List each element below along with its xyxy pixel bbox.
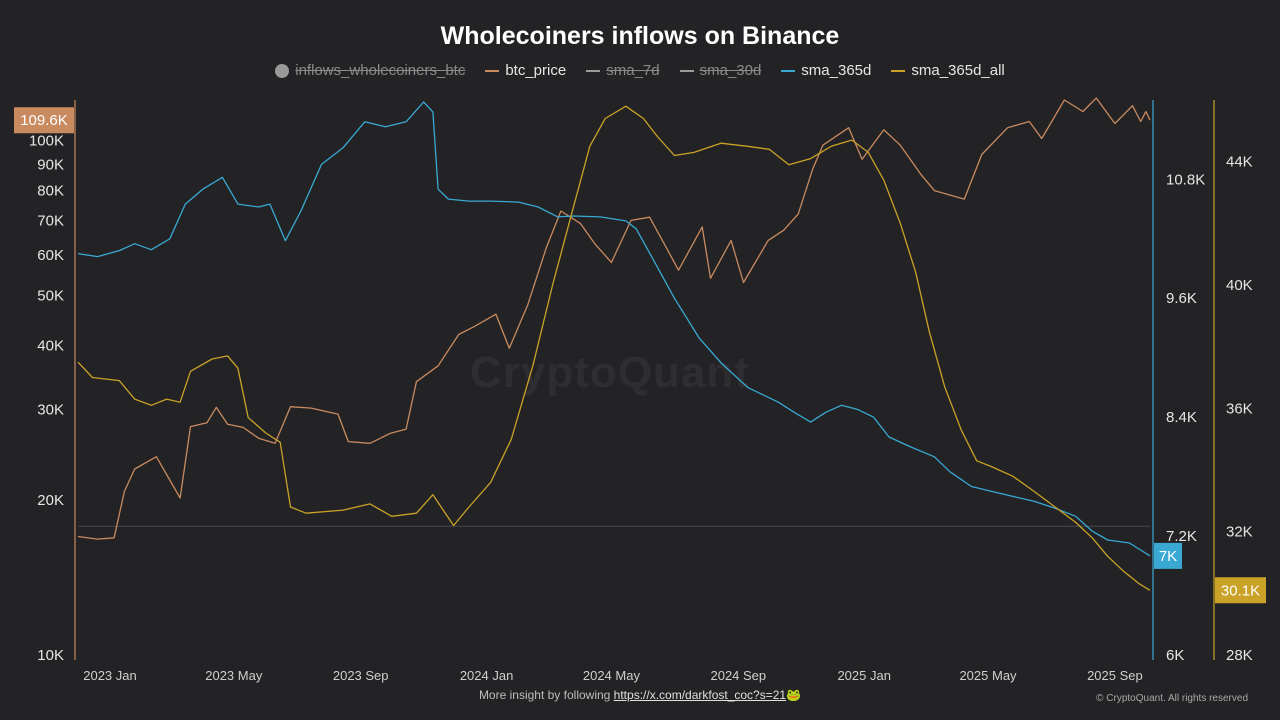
legend-item-sma-30d[interactable]: sma_30d bbox=[679, 62, 762, 79]
y-tick-label-price: 90K bbox=[37, 156, 64, 173]
legend-swatch bbox=[485, 69, 500, 72]
series-line-sma-365d-all bbox=[77, 105, 1151, 591]
price-last-value-badge: 109.6K bbox=[20, 112, 68, 129]
x-tick-label: 2023 Sep bbox=[333, 668, 389, 683]
legend-swatch bbox=[679, 69, 694, 72]
y-tick-label-price: 10K bbox=[37, 647, 64, 664]
legend-item-sma-365d[interactable]: sma_365d bbox=[781, 62, 871, 79]
y-tick-label-price: 50K bbox=[37, 288, 64, 305]
legend-item-sma-7d[interactable]: sma_7d bbox=[586, 62, 660, 79]
y-tick-label-sma365all: 36K bbox=[1226, 400, 1253, 417]
y-tick-label-price: 20K bbox=[37, 492, 64, 509]
footer-link[interactable]: https://x.com/darkfost_coc?s=21 bbox=[613, 688, 787, 702]
y-tick-label-price: 80K bbox=[37, 183, 64, 200]
x-tick-label: 2024 Jan bbox=[460, 668, 514, 683]
legend-label: sma_365d bbox=[801, 62, 872, 79]
legend-label: sma_30d bbox=[699, 62, 762, 79]
x-tick-label: 2023 May bbox=[205, 668, 263, 683]
legend-item-sma-365d-all[interactable]: sma_365d_all bbox=[891, 62, 1005, 79]
legend-item-btc-price[interactable]: btc_price bbox=[485, 62, 566, 79]
legend-label: btc_price bbox=[505, 62, 567, 79]
y-tick-label-sma365: 9.6K bbox=[1166, 290, 1197, 307]
y-tick-label-price: 100K bbox=[29, 133, 64, 150]
x-tick-label: 2024 Sep bbox=[710, 668, 766, 683]
x-tick-label: 2025 Sep bbox=[1087, 668, 1143, 683]
legend-label: sma_365d_all bbox=[911, 62, 1005, 79]
x-tick-label: 2025 May bbox=[959, 668, 1017, 683]
price-last-value-badge-bg bbox=[14, 107, 74, 134]
y-tick-label-sma365all: 44K bbox=[1226, 154, 1253, 171]
y-tick-label-sma365: 7.2K bbox=[1166, 528, 1197, 545]
legend-swatch bbox=[275, 63, 290, 78]
x-tick-label: 2025 Jan bbox=[837, 668, 891, 683]
series-line-btc-price bbox=[77, 97, 1151, 540]
series-line-sma-365d bbox=[77, 101, 1151, 557]
legend-swatch bbox=[586, 69, 601, 72]
sma365all-last-value-badge: 30.1K bbox=[1221, 582, 1260, 599]
frog-emoji: 🐸 bbox=[786, 688, 802, 702]
y-tick-label-price: 40K bbox=[37, 337, 64, 354]
legend-label: sma_7d bbox=[606, 62, 660, 79]
y-tick-label-sma365all: 40K bbox=[1226, 277, 1253, 294]
legend-label: inflows_wholecoiners_btc bbox=[295, 62, 466, 79]
y-tick-label-sma365: 10.8K bbox=[1166, 171, 1205, 188]
y-tick-label-price: 30K bbox=[37, 402, 64, 419]
y-tick-label-sma365: 8.4K bbox=[1166, 409, 1197, 426]
y-tick-label-sma365: 6K bbox=[1166, 647, 1184, 664]
copyright: © CryptoQuant. All rights reserved bbox=[1096, 693, 1248, 704]
legend-swatch bbox=[781, 69, 796, 72]
y-tick-label-sma365all: 32K bbox=[1226, 524, 1253, 541]
x-tick-label: 2024 May bbox=[583, 668, 641, 683]
sma365-last-value-badge-bg bbox=[1154, 542, 1182, 569]
legend: inflows_wholecoiners_btc btc_price sma_7d s… bbox=[0, 62, 1280, 79]
sma365all-last-value-badge-bg bbox=[1215, 577, 1266, 604]
legend-item-inflows-wholecoiners-btc[interactable]: inflows_wholecoiners_btc bbox=[275, 62, 465, 79]
watermark: CryptoQuant bbox=[470, 348, 750, 397]
y-tick-label-price: 60K bbox=[37, 247, 64, 264]
legend-swatch bbox=[891, 69, 906, 72]
sma365-last-value-badge: 7K bbox=[1159, 548, 1177, 565]
y-tick-label-price: 70K bbox=[37, 212, 64, 229]
footer: More insight by following https://x.com/… bbox=[0, 688, 1280, 702]
x-tick-label: 2023 Jan bbox=[83, 668, 137, 683]
chart-title: Wholecoiners inflows on Binance bbox=[440, 22, 840, 50]
y-tick-label-sma365all: 28K bbox=[1226, 647, 1253, 664]
footer-text: More insight by following bbox=[478, 688, 614, 702]
